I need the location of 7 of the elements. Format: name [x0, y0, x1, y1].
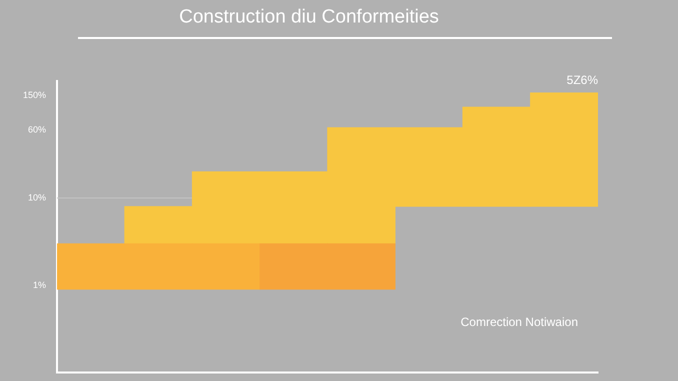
y-tick-label: 60% — [28, 124, 46, 135]
annotation: 5Z6% — [566, 73, 598, 88]
chart-title: Construction diu Conformeities — [179, 6, 439, 28]
y-tick-label: 10% — [28, 192, 46, 202]
y-tick-label: 1% — [33, 280, 46, 290]
annotation: Comrection Notiwaion — [460, 314, 578, 329]
y-tick-label: 150% — [22, 90, 46, 100]
